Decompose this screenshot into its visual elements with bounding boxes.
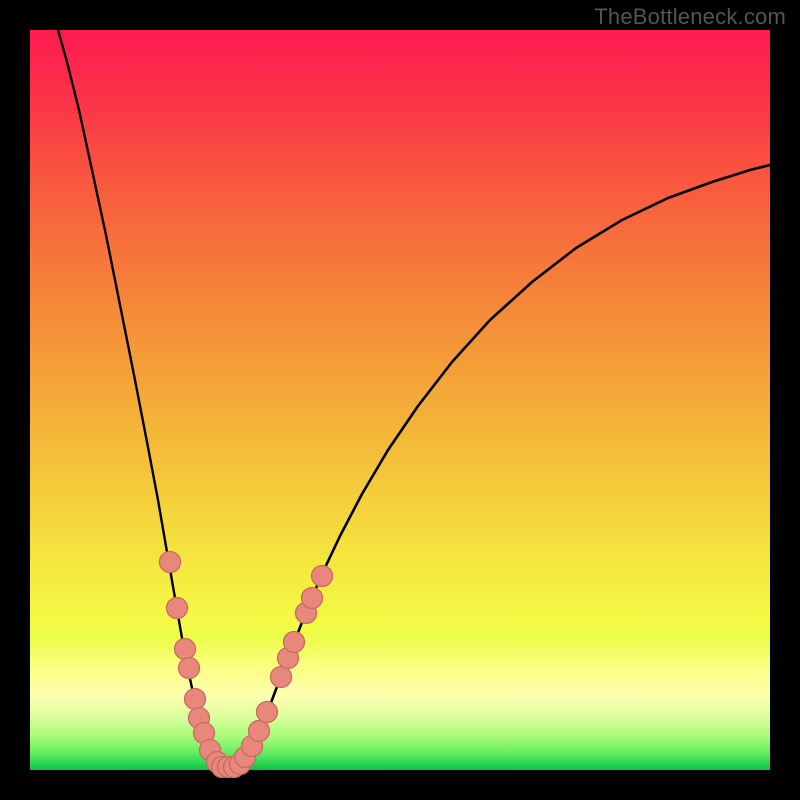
marker-dot	[312, 566, 333, 587]
marker-dot	[249, 721, 270, 742]
marker-dot	[167, 598, 188, 619]
watermark-text: TheBottleneck.com	[594, 4, 786, 30]
marker-dot	[185, 689, 206, 710]
marker-dot	[175, 639, 196, 660]
bottleneck-chart	[0, 0, 800, 800]
marker-dot	[271, 667, 292, 688]
marker-dot	[179, 658, 200, 679]
marker-dot	[257, 702, 278, 723]
marker-dot	[284, 632, 305, 653]
marker-dot	[160, 552, 181, 573]
marker-dot	[302, 588, 323, 609]
gradient-panel	[30, 30, 770, 770]
